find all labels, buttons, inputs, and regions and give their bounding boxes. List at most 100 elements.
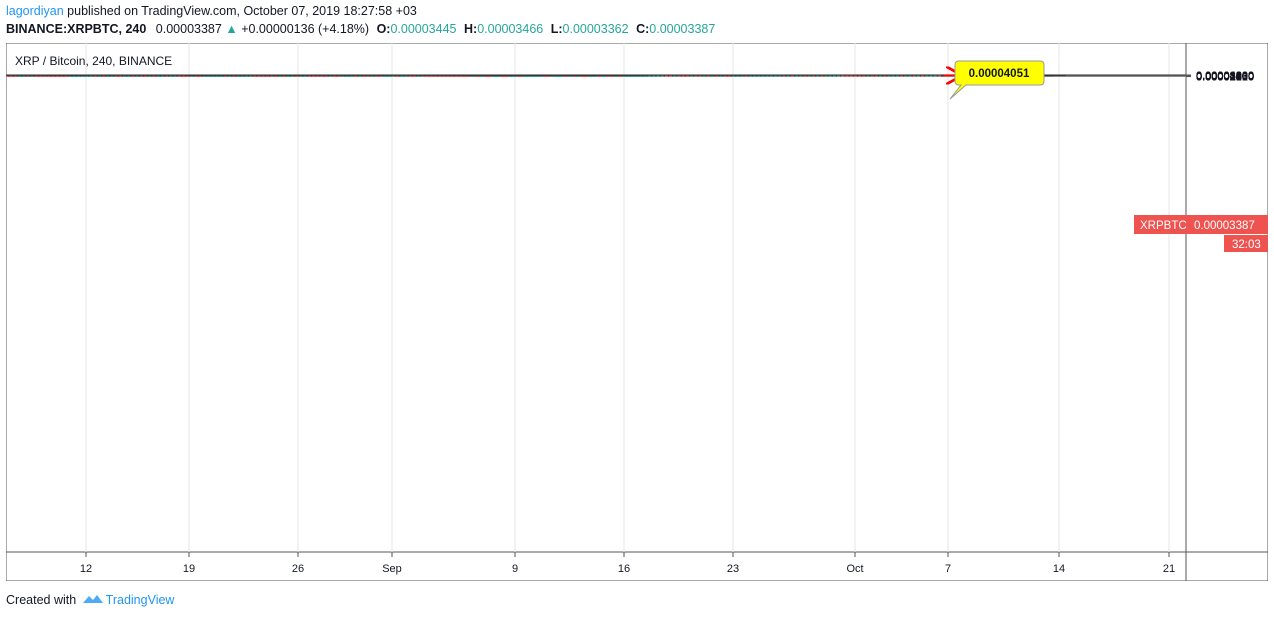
candle-body: [471, 76, 475, 78]
candle-body: [240, 75, 244, 77]
candle-body: [55, 75, 59, 77]
candle-body: [22, 75, 26, 77]
x-tick-label: 21: [1163, 563, 1175, 575]
candle-body: [677, 75, 681, 77]
candle-body: [820, 75, 824, 77]
candle-body: [286, 75, 290, 77]
y-tick-label: 0.00002300: [1196, 71, 1254, 83]
candle-body: [656, 75, 660, 77]
low-label: L:: [550, 22, 563, 36]
candle-body: [358, 75, 362, 77]
candle-body: [312, 75, 316, 77]
ohlc-bar: BINANCE:XRPBTC, 240 0.00003387 ▲ +0.0000…: [6, 22, 715, 36]
candle-body: [887, 75, 891, 77]
low-value: 0.00003362: [562, 22, 629, 36]
candle-body: [543, 75, 547, 77]
candle-body: [236, 75, 240, 77]
callout[interactable]: 0.00004051: [949, 60, 1045, 100]
candle-body: [442, 75, 446, 77]
candle-body: [803, 75, 807, 77]
candle-body: [186, 75, 190, 77]
candle-body: [89, 75, 93, 77]
last-price-symbol: XRPBTC: [1140, 220, 1187, 232]
candle-body: [900, 75, 904, 77]
x-tick-label: Oct: [846, 563, 863, 575]
candle-body: [160, 75, 164, 77]
candle-body: [538, 75, 542, 77]
high-value: 0.00003466: [477, 22, 544, 36]
x-tick-label: Sep: [382, 563, 402, 575]
high-label: H:: [463, 22, 478, 36]
candle-body: [580, 75, 584, 77]
candle-body: [139, 75, 143, 77]
candle-body: [627, 75, 631, 77]
candle-body: [404, 75, 408, 77]
x-tick-label: 19: [183, 563, 195, 575]
callout-box: [949, 60, 1045, 100]
tradingview-link[interactable]: TradingView: [105, 593, 175, 607]
candle-body: [480, 76, 484, 78]
candle-body: [93, 75, 97, 77]
candle-body: [702, 75, 706, 77]
candle-body: [165, 75, 169, 77]
candle-body: [454, 75, 458, 77]
y-tick-label: 0.00003200: [1196, 71, 1254, 83]
candle-body: [412, 75, 416, 77]
candle-body: [354, 75, 358, 77]
candle-body: [824, 75, 828, 77]
candle-body: [862, 75, 866, 77]
candle-body: [853, 75, 857, 77]
price-axis[interactable]: 0.000042000.000040000.000038000.00003600…: [1186, 70, 1254, 84]
candle-body: [114, 75, 118, 77]
price-chart[interactable]: 0.000042000.000040000.000038000.00003600…: [6, 43, 1268, 581]
candle-body: [685, 75, 689, 77]
candle-body: [933, 75, 937, 77]
candle-body: [618, 75, 622, 77]
candle-body: [215, 75, 219, 77]
y-tick-label: 0.00003000: [1196, 71, 1254, 83]
candle-body: [421, 75, 425, 77]
candle-body: [106, 75, 110, 77]
candle-body: [450, 75, 454, 77]
candle-body: [866, 75, 870, 77]
candle-body: [295, 75, 299, 77]
candle-body: [778, 75, 782, 77]
last-price: 0.00003387: [155, 22, 222, 36]
candle-body: [102, 75, 106, 77]
candle-body: [807, 75, 811, 77]
candle-body: [727, 75, 731, 77]
y-tick-label: 0.00003600: [1196, 70, 1254, 82]
candle-body: [723, 75, 727, 77]
candle-body: [257, 75, 261, 77]
candle-body: [47, 75, 51, 77]
candle-body: [324, 75, 328, 77]
candle-body: [370, 75, 374, 77]
candle-body: [841, 75, 845, 77]
tradingview-logo-icon: [82, 593, 104, 608]
candle-body: [925, 75, 929, 77]
candle-body: [60, 75, 64, 77]
countdown-bg: [1224, 235, 1268, 252]
candle-body: [429, 75, 433, 77]
candle-body: [564, 75, 568, 77]
candle-body: [110, 75, 114, 77]
candle-body: [790, 75, 794, 77]
candle-body: [261, 75, 265, 77]
candle-body: [223, 75, 227, 77]
candle-body: [39, 75, 43, 77]
candle-body: [463, 75, 467, 77]
x-tick-label: 12: [80, 563, 92, 575]
time-axis[interactable]: 12 19 26 Sep 9 16 23 Oct 7 14 21: [80, 552, 1175, 575]
candle-body: [64, 75, 68, 77]
candle-body: [278, 75, 282, 77]
candle-body: [135, 75, 139, 77]
candle-body: [912, 75, 916, 77]
author-link[interactable]: lagordiyan: [6, 4, 64, 18]
legend-title: XRP / Bitcoin, 240, BINANCE: [15, 54, 172, 68]
candle-body: [891, 75, 895, 77]
candle-body: [488, 76, 492, 78]
candle-body: [228, 75, 232, 77]
candle-body: [303, 75, 307, 77]
candle-body: [265, 75, 269, 77]
candle-body: [895, 75, 899, 77]
